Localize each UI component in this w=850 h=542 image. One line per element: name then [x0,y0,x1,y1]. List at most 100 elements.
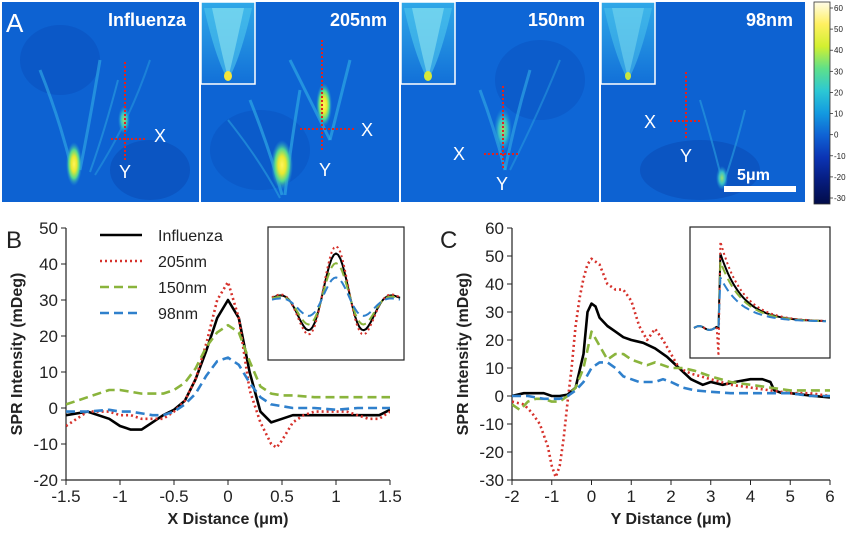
y-tick-label: 20 [39,327,58,346]
y-tick-label: -20 [479,443,504,462]
x-axis-label: X Distance (μm) [168,511,289,528]
colorbar-tick-label: 60 [834,4,843,13]
inset-frame [267,226,405,361]
x-tick-label: 4 [746,487,755,506]
colorbar [813,1,831,205]
legend-label-150nm: 150nm [158,280,207,297]
panel-c-letter: C [440,227,457,254]
y-axis-label: SPR Intensity (mDeg) [9,273,26,436]
x-marker-205nm: X [361,120,373,140]
scale-bar [724,186,796,192]
colorbar-tick-label: -30 [834,194,846,203]
crosshair-205nm [300,40,355,152]
crosshair-influenza [111,62,145,160]
image-title-98nm: 98nm [746,10,793,30]
image-tile-influenza [2,2,199,202]
x-tick-label: 5 [786,487,795,506]
series-line-150nm [66,323,390,406]
chart-c-inset [689,226,831,359]
y-tick-label: 10 [485,359,504,378]
colorbar-tick-label: 20 [834,88,843,97]
x-marker-influenza: X [154,126,166,146]
image-tile-98nm [600,1,805,202]
x-marker-98nm: X [644,112,656,132]
y-tick-label: -20 [33,471,58,490]
y-tick-label: 40 [485,275,504,294]
colorbar-tick-label: 50 [834,25,843,34]
colorbar-tick-label: 40 [834,46,843,55]
x-tick-label: 0.5 [270,487,294,506]
colorbar-ticks: 60 50 40 30 20 10 0 -10 -20 -30 [830,4,846,203]
series-line-98nm [66,356,390,417]
y-tick-label: 30 [39,291,58,310]
x-tick-label: 1.5 [378,487,402,506]
x-tick-label: 1 [331,487,340,506]
x-axis-label: Y Distance (μm) [611,511,732,528]
x-tick-label: 0 [223,487,232,506]
panel-b-letter: B [6,227,22,254]
panel-a: A Influenza 205nm 150nm 98nm X Y X Y X Y… [2,1,846,205]
y-tick-label: -30 [479,471,504,490]
y-tick-label: 50 [485,247,504,266]
chart-b-legend: Influenza 205nm 150nm 98nm [100,228,223,323]
x-tick-label: 6 [825,487,834,506]
x-tick-label: -1.5 [51,487,80,506]
series-line-205nm [66,280,390,449]
y-tick-label: 0 [495,387,504,406]
colorbar-tick-label: -10 [834,152,846,161]
series-line-influenza [512,302,830,399]
y-axis-label: SPR Intensity (mDeg) [455,273,472,436]
image-tile-205nm [200,1,399,202]
y-tick-label: 60 [485,219,504,238]
colorbar-tick-label: 10 [834,110,843,119]
x-tick-label: -1 [544,487,559,506]
image-title-150nm: 150nm [528,10,585,30]
y-tick-label: 30 [485,303,504,322]
y-marker-150nm: Y [496,174,508,194]
y-marker-205nm: Y [319,160,331,180]
y-tick-label: 0 [49,399,58,418]
chart-b-inset [267,226,405,361]
panel-b: B -20 -10 0 10 20 30 40 50 -1.5 -1 -0.5 0 0.5 1 1.5 X D… [6,219,405,528]
x-tick-label: 1 [627,487,636,506]
colorbar-tick-label: -20 [834,173,846,182]
image-title-205nm: 205nm [330,10,387,30]
series-line-98nm [512,361,830,401]
series-line-205nm [512,257,830,479]
x-marker-150nm: X [453,144,465,164]
chart-b: -20 -10 0 10 20 30 40 50 -1.5 -1 -0.5 0 0.5 1 1.5 X Dis… [9,219,402,528]
crosshair-150nm [484,86,520,170]
y-tick-label: 40 [39,255,58,274]
inset-frame [689,226,831,359]
x-tick-label: 0 [587,487,596,506]
y-tick-label: 20 [485,331,504,350]
panel-a-letter: A [6,8,24,38]
inset-line-98nm [271,276,401,317]
x-tick-label: -1 [112,487,127,506]
x-tick-label: 2 [666,487,675,506]
colorbar-tick-label: 0 [834,131,839,140]
inset-line-150nm [693,260,826,331]
legend-label-205nm: 205nm [158,254,207,271]
inset-line-150nm [271,262,401,326]
y-marker-influenza: Y [119,162,131,182]
crosshair-98nm [670,72,702,140]
legend-label-influenza: Influenza [158,228,223,245]
series-line-150nm [512,330,830,412]
image-title-influenza: Influenza [108,10,187,30]
legend-label-98nm: 98nm [158,306,198,323]
y-tick-label: 10 [39,363,58,382]
x-tick-label: -0.5 [159,487,188,506]
y-tick-label: 50 [39,219,58,238]
y-tick-label: -10 [479,415,504,434]
image-tile-150nm [400,1,599,202]
x-tick-label: 3 [706,487,715,506]
inset-line-98nm [693,276,826,331]
colorbar-tick-label: 30 [834,67,843,76]
scale-bar-label: 5μm [737,167,770,184]
y-marker-98nm: Y [680,146,692,166]
y-tick-label: -10 [33,435,58,454]
